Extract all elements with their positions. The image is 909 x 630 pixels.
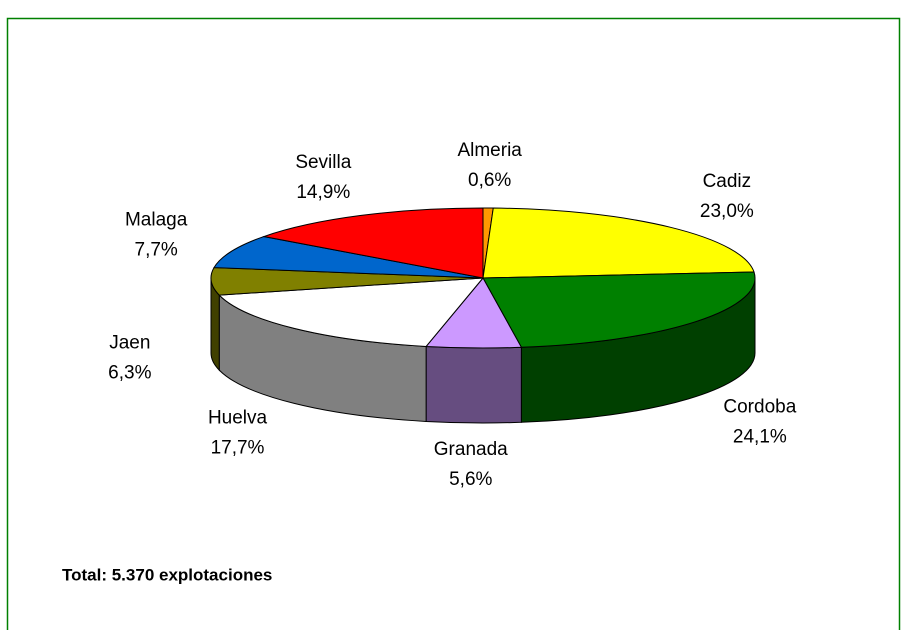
- slice-value-label: 14,9%: [296, 182, 350, 203]
- slice-value-label: 17,7%: [211, 438, 265, 459]
- slice-value-label: 0,6%: [468, 170, 511, 191]
- slice: [482, 271, 756, 348]
- slice-label: Jaen: [109, 332, 150, 353]
- slice-label: Almeria: [457, 140, 522, 161]
- slice-label: Sevilla: [295, 152, 351, 173]
- slice: [261, 207, 484, 279]
- slice-label: Granada: [434, 439, 508, 460]
- annotation: Total: 5.370 explotaciones: [62, 565, 272, 584]
- slice-label: Malaga: [125, 209, 188, 230]
- slice-value-label: 24,1%: [733, 427, 787, 448]
- slice: [218, 277, 485, 347]
- slice-label: Huelva: [208, 408, 268, 429]
- slice: [213, 236, 484, 279]
- slice: [482, 207, 755, 279]
- slice-value-label: 7,7%: [135, 239, 178, 260]
- slice-label: Cadiz: [703, 171, 752, 192]
- slice-label: Cordoba: [723, 397, 796, 418]
- slice-value-label: 23,0%: [700, 201, 754, 222]
- slice-value-label: 6,3%: [108, 362, 151, 383]
- slice-side: [425, 345, 522, 424]
- slice-value-label: 5,6%: [449, 469, 492, 490]
